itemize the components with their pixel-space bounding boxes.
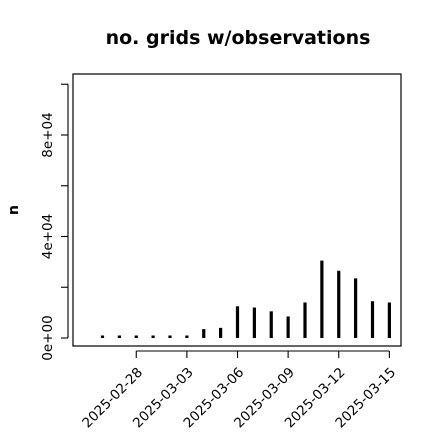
x-axis: 2025-02-282025-03-032025-03-062025-03-09… bbox=[79, 350, 399, 431]
bar-2025-03-14 bbox=[370, 301, 375, 338]
bar-2025-03-02 bbox=[168, 335, 172, 338]
chart-title: no. grids w/observations bbox=[106, 27, 371, 49]
bar-2025-03-11 bbox=[320, 260, 324, 338]
bar-2025-03-09 bbox=[286, 316, 290, 338]
bar-2025-03-06 bbox=[235, 306, 240, 338]
y-tick-label: 4e+04 bbox=[40, 214, 56, 259]
bar-2025-03-10 bbox=[303, 302, 307, 338]
bar-2025-03-04 bbox=[202, 329, 206, 338]
bar-2025-02-27 bbox=[117, 335, 121, 338]
bars-layer bbox=[100, 260, 391, 338]
bar-2025-03-03 bbox=[185, 335, 189, 338]
bar-2025-03-01 bbox=[151, 335, 155, 338]
bar-2025-03-15 bbox=[387, 302, 391, 338]
y-axis-label: n bbox=[6, 205, 22, 215]
bar-2025-03-07 bbox=[252, 307, 256, 338]
bar-2025-02-28 bbox=[134, 335, 138, 338]
bar-2025-03-13 bbox=[354, 278, 358, 338]
bar-2025-03-05 bbox=[219, 327, 223, 338]
y-axis: 0e+00 4e+04 8e+04 bbox=[40, 83, 69, 361]
plot-frame bbox=[72, 73, 402, 347]
bar-2025-02-26 bbox=[100, 335, 105, 338]
y-tick-label: 0e+00 bbox=[40, 315, 56, 360]
y-tick-label: 8e+04 bbox=[40, 112, 56, 157]
bar-2025-03-08 bbox=[269, 311, 273, 338]
bar-2025-03-12 bbox=[337, 270, 341, 338]
